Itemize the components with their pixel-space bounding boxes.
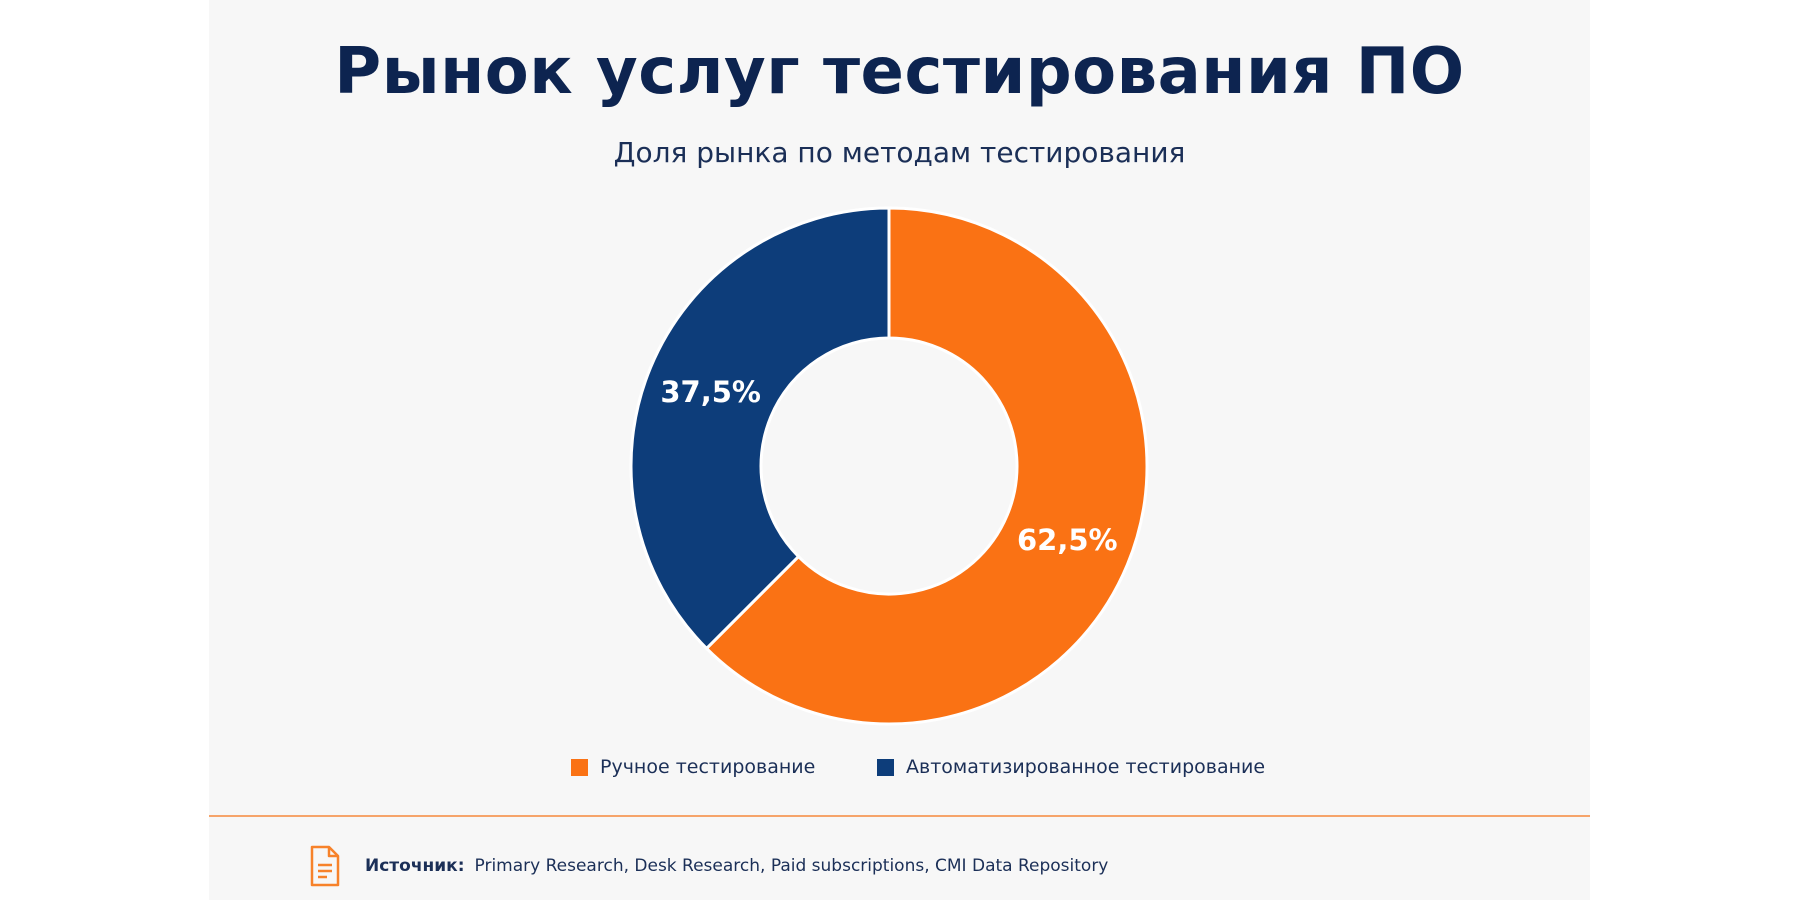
chart-page: Рынок услуг тестирования ПО Доля рынка п… <box>209 0 1590 900</box>
footer-divider <box>209 815 1590 817</box>
legend-item-manual: Ручное тестирование <box>571 752 815 782</box>
slice-label-manual: 62,5% <box>1017 523 1118 557</box>
legend-swatch-manual <box>571 758 588 776</box>
donut-labels: 62,5% 37,5% <box>660 375 1117 557</box>
document-icon <box>310 845 340 887</box>
donut-chart: 62,5% 37,5% <box>629 206 1149 726</box>
chart-legend: Ручное тестирование Автоматизированное т… <box>209 752 1590 782</box>
legend-item-automated: Автоматизированное тестирование <box>877 752 1265 782</box>
legend-label-automated: Автоматизированное тестирование <box>906 756 1266 778</box>
source-text: Primary Research, Desk Research, Paid su… <box>474 856 1109 876</box>
legend-swatch-automated <box>877 758 894 776</box>
chart-subtitle: Доля рынка по методам тестирования <box>613 136 1186 169</box>
donut-slices <box>629 206 1149 726</box>
donut-slice-automated <box>629 206 891 651</box>
slice-label-automated: 37,5% <box>660 375 761 409</box>
legend-label-manual: Ручное тестирование <box>600 756 816 778</box>
source-footer: Источник: Primary Research, Desk Researc… <box>309 843 1108 889</box>
chart-title: Рынок услуг тестирования ПО <box>334 35 1465 109</box>
source-label: Источник: <box>365 856 465 876</box>
donut-slice-manual <box>704 206 1149 726</box>
